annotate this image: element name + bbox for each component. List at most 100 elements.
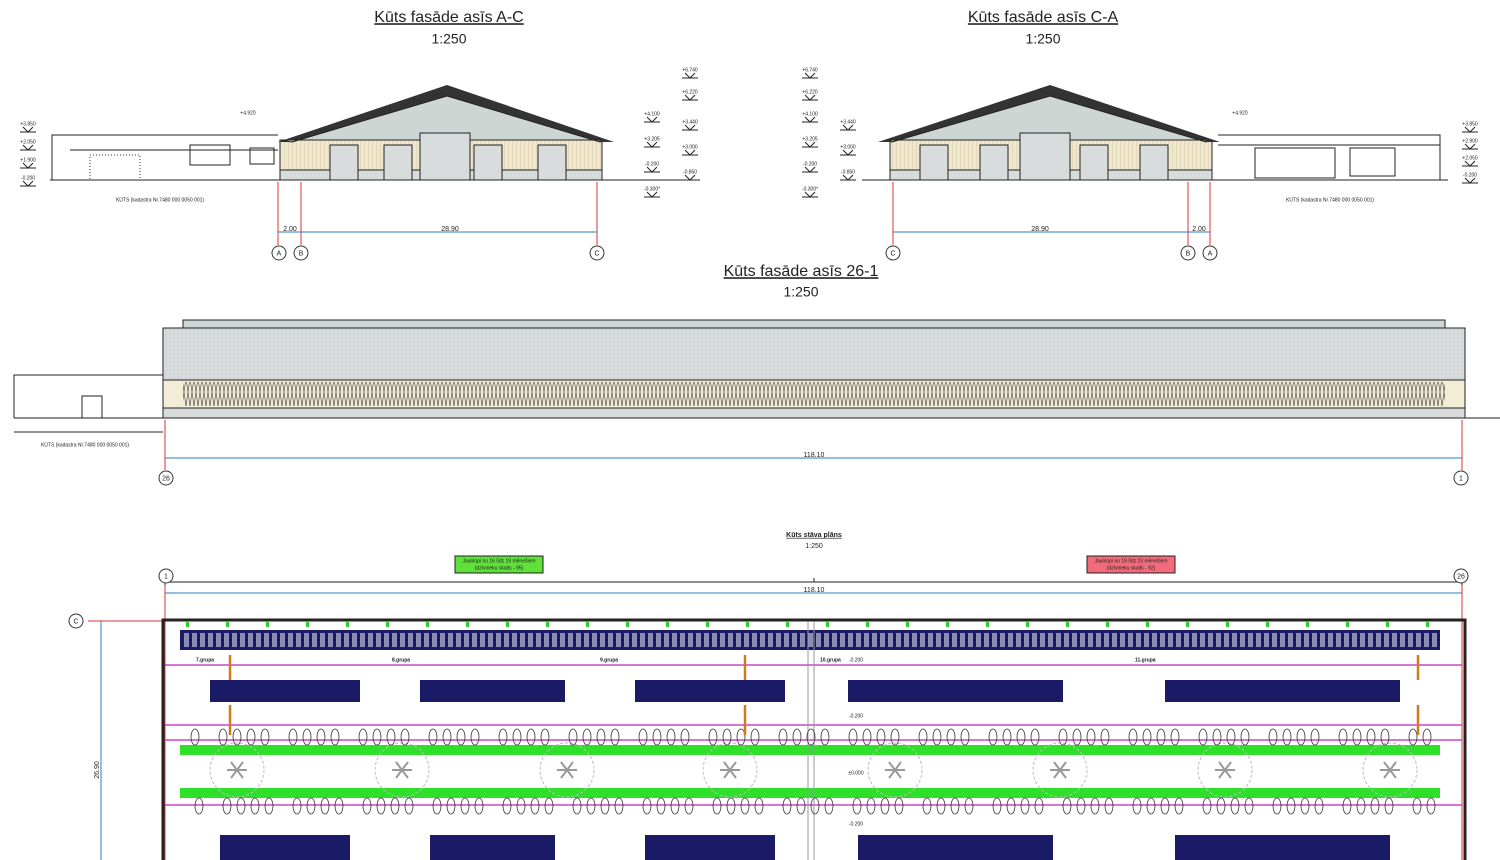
level-label: -0.200 — [21, 175, 35, 181]
level: -0.200 — [849, 713, 863, 719]
stall — [1408, 633, 1413, 647]
stall — [1368, 633, 1373, 647]
fan — [209, 742, 265, 798]
cubicle — [1100, 728, 1110, 746]
cubicle — [502, 797, 512, 815]
stall — [264, 633, 269, 647]
cubicle — [302, 728, 312, 746]
cubicle — [726, 797, 736, 815]
marker — [386, 622, 389, 627]
level-label: +3.440 — [682, 119, 698, 125]
cubicle — [708, 728, 718, 746]
centre — [807, 622, 815, 860]
level-label: -0.850 — [683, 169, 697, 175]
fan-blades — [1215, 761, 1235, 779]
stall — [1064, 633, 1069, 647]
level-mark — [20, 162, 36, 169]
gable — [279, 95, 601, 143]
level-mark — [802, 166, 818, 173]
cubicle — [320, 797, 330, 815]
elevation-ac: Kūts fasāde asīs A-C 1:250 2.00 28.90 KŪ… — [50, 9, 700, 245]
level-label: -0.200 — [1463, 172, 1477, 178]
cubicle — [1366, 728, 1376, 746]
pen — [210, 680, 360, 702]
axis-circle — [1453, 568, 1469, 584]
dim: 26.90 — [94, 761, 101, 779]
marker — [1346, 622, 1349, 627]
stall — [1208, 633, 1213, 647]
level-label: -0.850 — [841, 169, 855, 175]
fan — [1197, 742, 1253, 798]
stall — [688, 633, 693, 647]
cubicle — [684, 797, 694, 815]
stall — [1280, 633, 1285, 647]
level-mark — [682, 174, 698, 181]
title: Kūts stāva plāns — [786, 532, 842, 539]
axis-circle — [158, 568, 174, 584]
stall — [400, 633, 405, 647]
cubicle — [432, 797, 442, 815]
axis-label: C — [594, 250, 599, 257]
stall — [1232, 633, 1237, 647]
level: +4.920 — [240, 110, 256, 116]
stall — [520, 633, 525, 647]
pen — [635, 680, 785, 702]
level-mark — [802, 141, 818, 148]
level-label: +3.850 — [1462, 121, 1478, 127]
marker — [826, 622, 829, 627]
stall — [848, 633, 853, 647]
marker — [546, 622, 549, 627]
cubicle — [390, 797, 400, 815]
stall — [1096, 633, 1101, 647]
level-mark — [682, 72, 698, 79]
cubicle — [404, 797, 414, 815]
cubicle — [498, 728, 508, 746]
stall — [1152, 633, 1157, 647]
cubicle — [526, 728, 536, 746]
stall — [1328, 633, 1333, 647]
pen — [220, 835, 350, 860]
stall — [816, 633, 821, 647]
cubicle — [1282, 728, 1292, 746]
legend-text: Jaunlopi no 19 līdz 23 mēnešiem — [1094, 558, 1167, 564]
legend-box — [1086, 555, 1176, 574]
stall — [1392, 633, 1397, 647]
stall — [752, 633, 757, 647]
stall — [248, 633, 253, 647]
stall — [984, 633, 989, 647]
level-mark — [1462, 160, 1478, 167]
stall — [1176, 633, 1181, 647]
cubicle — [1058, 728, 1068, 746]
cubicle — [1128, 728, 1138, 746]
stall — [680, 633, 685, 647]
title: Kūts fasāde asīs C-A — [968, 9, 1119, 26]
legend-box — [454, 555, 544, 574]
axis-circle — [271, 245, 287, 261]
level-label: +4.100 — [644, 111, 660, 117]
level-label: +3.205 — [644, 136, 660, 142]
stall — [648, 633, 653, 647]
stall — [216, 633, 221, 647]
marker — [506, 622, 509, 627]
cubicle — [736, 728, 746, 746]
cubicle — [246, 728, 256, 746]
marker — [906, 622, 909, 627]
cubicle — [810, 797, 820, 815]
cubicle — [442, 728, 452, 746]
doors — [329, 132, 567, 181]
cubicle — [292, 797, 302, 815]
cubicle — [1408, 728, 1418, 746]
marker — [786, 622, 789, 627]
floor-plan: Kūts stāva plāns 1:250 Jaunlopi no 16 lī… — [88, 532, 1467, 860]
marker — [746, 622, 749, 627]
cubicle — [754, 797, 764, 815]
title: Kūts fasāde asīs A-C — [374, 9, 523, 26]
window — [1254, 147, 1336, 179]
stall — [840, 633, 845, 647]
stall — [920, 633, 925, 647]
marker — [706, 622, 709, 627]
stall — [1296, 633, 1301, 647]
stall — [1184, 633, 1189, 647]
stall — [880, 633, 885, 647]
marker — [626, 622, 629, 627]
